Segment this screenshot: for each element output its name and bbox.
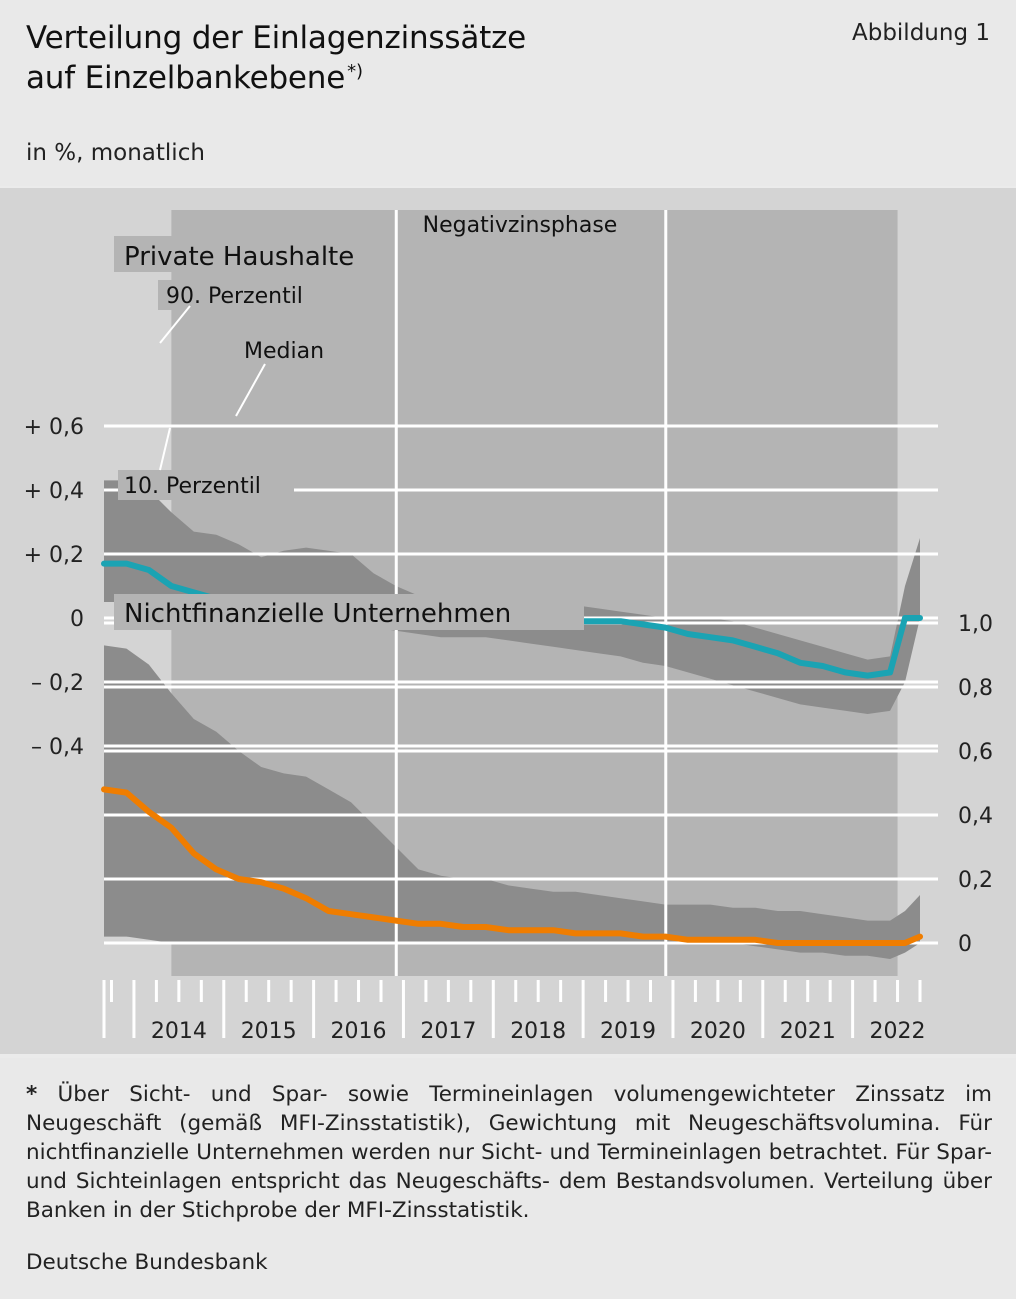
households-percentile-band (104, 480, 920, 714)
phase-label: Negativzinsphase (423, 213, 618, 238)
households-y-tick-label: + 0,2 (24, 543, 84, 568)
chart-svg: + 0,6 + 0,4 + 0,2 0 – 0,2 – 0,4 1,0 0,8 0,6 0,4 0,… (0, 188, 1016, 1054)
x-axis-year-label: 2018 (510, 1019, 566, 1044)
p10-leader-line (159, 427, 171, 471)
x-axis-year-label: 2016 (331, 1019, 387, 1044)
chart-header: Verteilung der Einlagenzinssätze auf Ein… (0, 0, 1016, 186)
corporates-y-tick-label: 1,0 (958, 612, 993, 637)
title-line-2: auf Einzelbankebene (26, 60, 346, 96)
households-y-tick-label: – 0,2 (31, 671, 84, 696)
median-label: Median (244, 339, 324, 364)
households-panel-title: Private Haushalte (124, 242, 354, 272)
median-label-background (238, 334, 342, 364)
x-axis-year-label: 2022 (870, 1019, 926, 1044)
households-y-tick-label: + 0,6 (24, 415, 84, 440)
footnote-marker: * (26, 1082, 38, 1107)
corporates-y-tick-label: 0,8 (958, 676, 993, 701)
corporates-median-line (101, 786, 923, 946)
title-line-1: Verteilung der Einlagenzinssätze (26, 20, 527, 56)
plot-area: + 0,6 + 0,4 + 0,2 0 – 0,2 – 0,4 1,0 0,8 0,6 0,4 0,… (0, 188, 1016, 1054)
p10-label-background (118, 470, 294, 500)
footnote-text: Über Sicht- und Spar- sowie Termineinlag… (26, 1082, 993, 1223)
households-y-tick-label: – 0,4 (31, 735, 84, 760)
phase-label-background (404, 210, 644, 240)
x-axis-year-label: 2020 (690, 1019, 746, 1044)
households-y-tick-label: 0 (70, 607, 84, 632)
p10-label: 10. Perzentil (124, 474, 261, 499)
households-y-tick-label: + 0,4 (24, 479, 84, 504)
p90-label: 90. Perzentil (166, 284, 303, 309)
corporates-y-tick-label: 0,6 (958, 740, 993, 765)
median-leader-line (235, 363, 266, 417)
households-title-background (114, 236, 384, 272)
unit-label: in %, monatlich (26, 140, 205, 166)
x-axis-year-label: 2015 (241, 1019, 297, 1044)
corporates-y-tick-label: 0,2 (958, 868, 993, 893)
x-axis-year-label: 2017 (420, 1019, 476, 1044)
footnote: * Über Sicht- und Spar- sowie Termineinl… (26, 1080, 992, 1225)
p90-leader-line (159, 305, 191, 344)
corporates-y-tick-label: 0,4 (958, 804, 993, 829)
x-axis-year-label: 2021 (780, 1019, 836, 1044)
x-axis-year-label: 2019 (600, 1019, 656, 1044)
corporates-panel-title: Nichtfinanzielle Unternehmen (124, 599, 511, 629)
chart-title: Verteilung der Einlagenzinssätze auf Ein… (26, 18, 526, 98)
p90-label-background (158, 280, 332, 310)
figure-label: Abbildung 1 (851, 20, 990, 46)
corporates-y-tick-label: 0 (958, 932, 972, 957)
corporates-percentile-band (104, 645, 920, 959)
corporates-title-background (114, 594, 584, 630)
chart-notes: * Über Sicht- und Spar- sowie Termineinl… (0, 1058, 1016, 1299)
source-label: Deutsche Bundesbank (26, 1250, 268, 1275)
title-footnote-mark: *) (347, 61, 363, 82)
x-axis-year-label: 2014 (151, 1019, 207, 1044)
